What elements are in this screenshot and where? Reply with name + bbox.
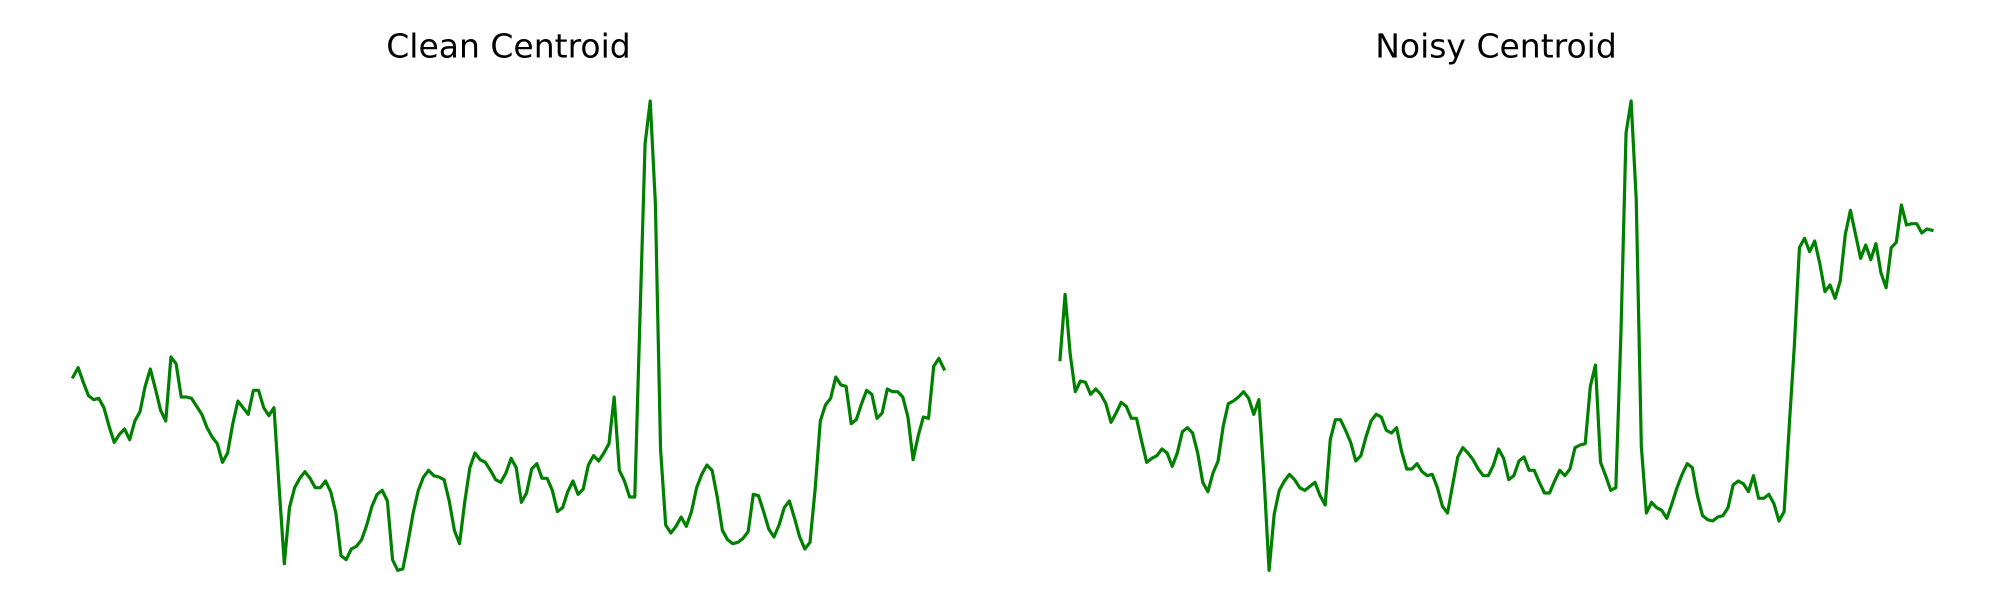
chart-title: Clean Centroid bbox=[386, 27, 631, 66]
chart-title: Noisy Centroid bbox=[1375, 27, 1617, 66]
data-line bbox=[70, 99, 947, 572]
data-line bbox=[1058, 99, 1934, 572]
